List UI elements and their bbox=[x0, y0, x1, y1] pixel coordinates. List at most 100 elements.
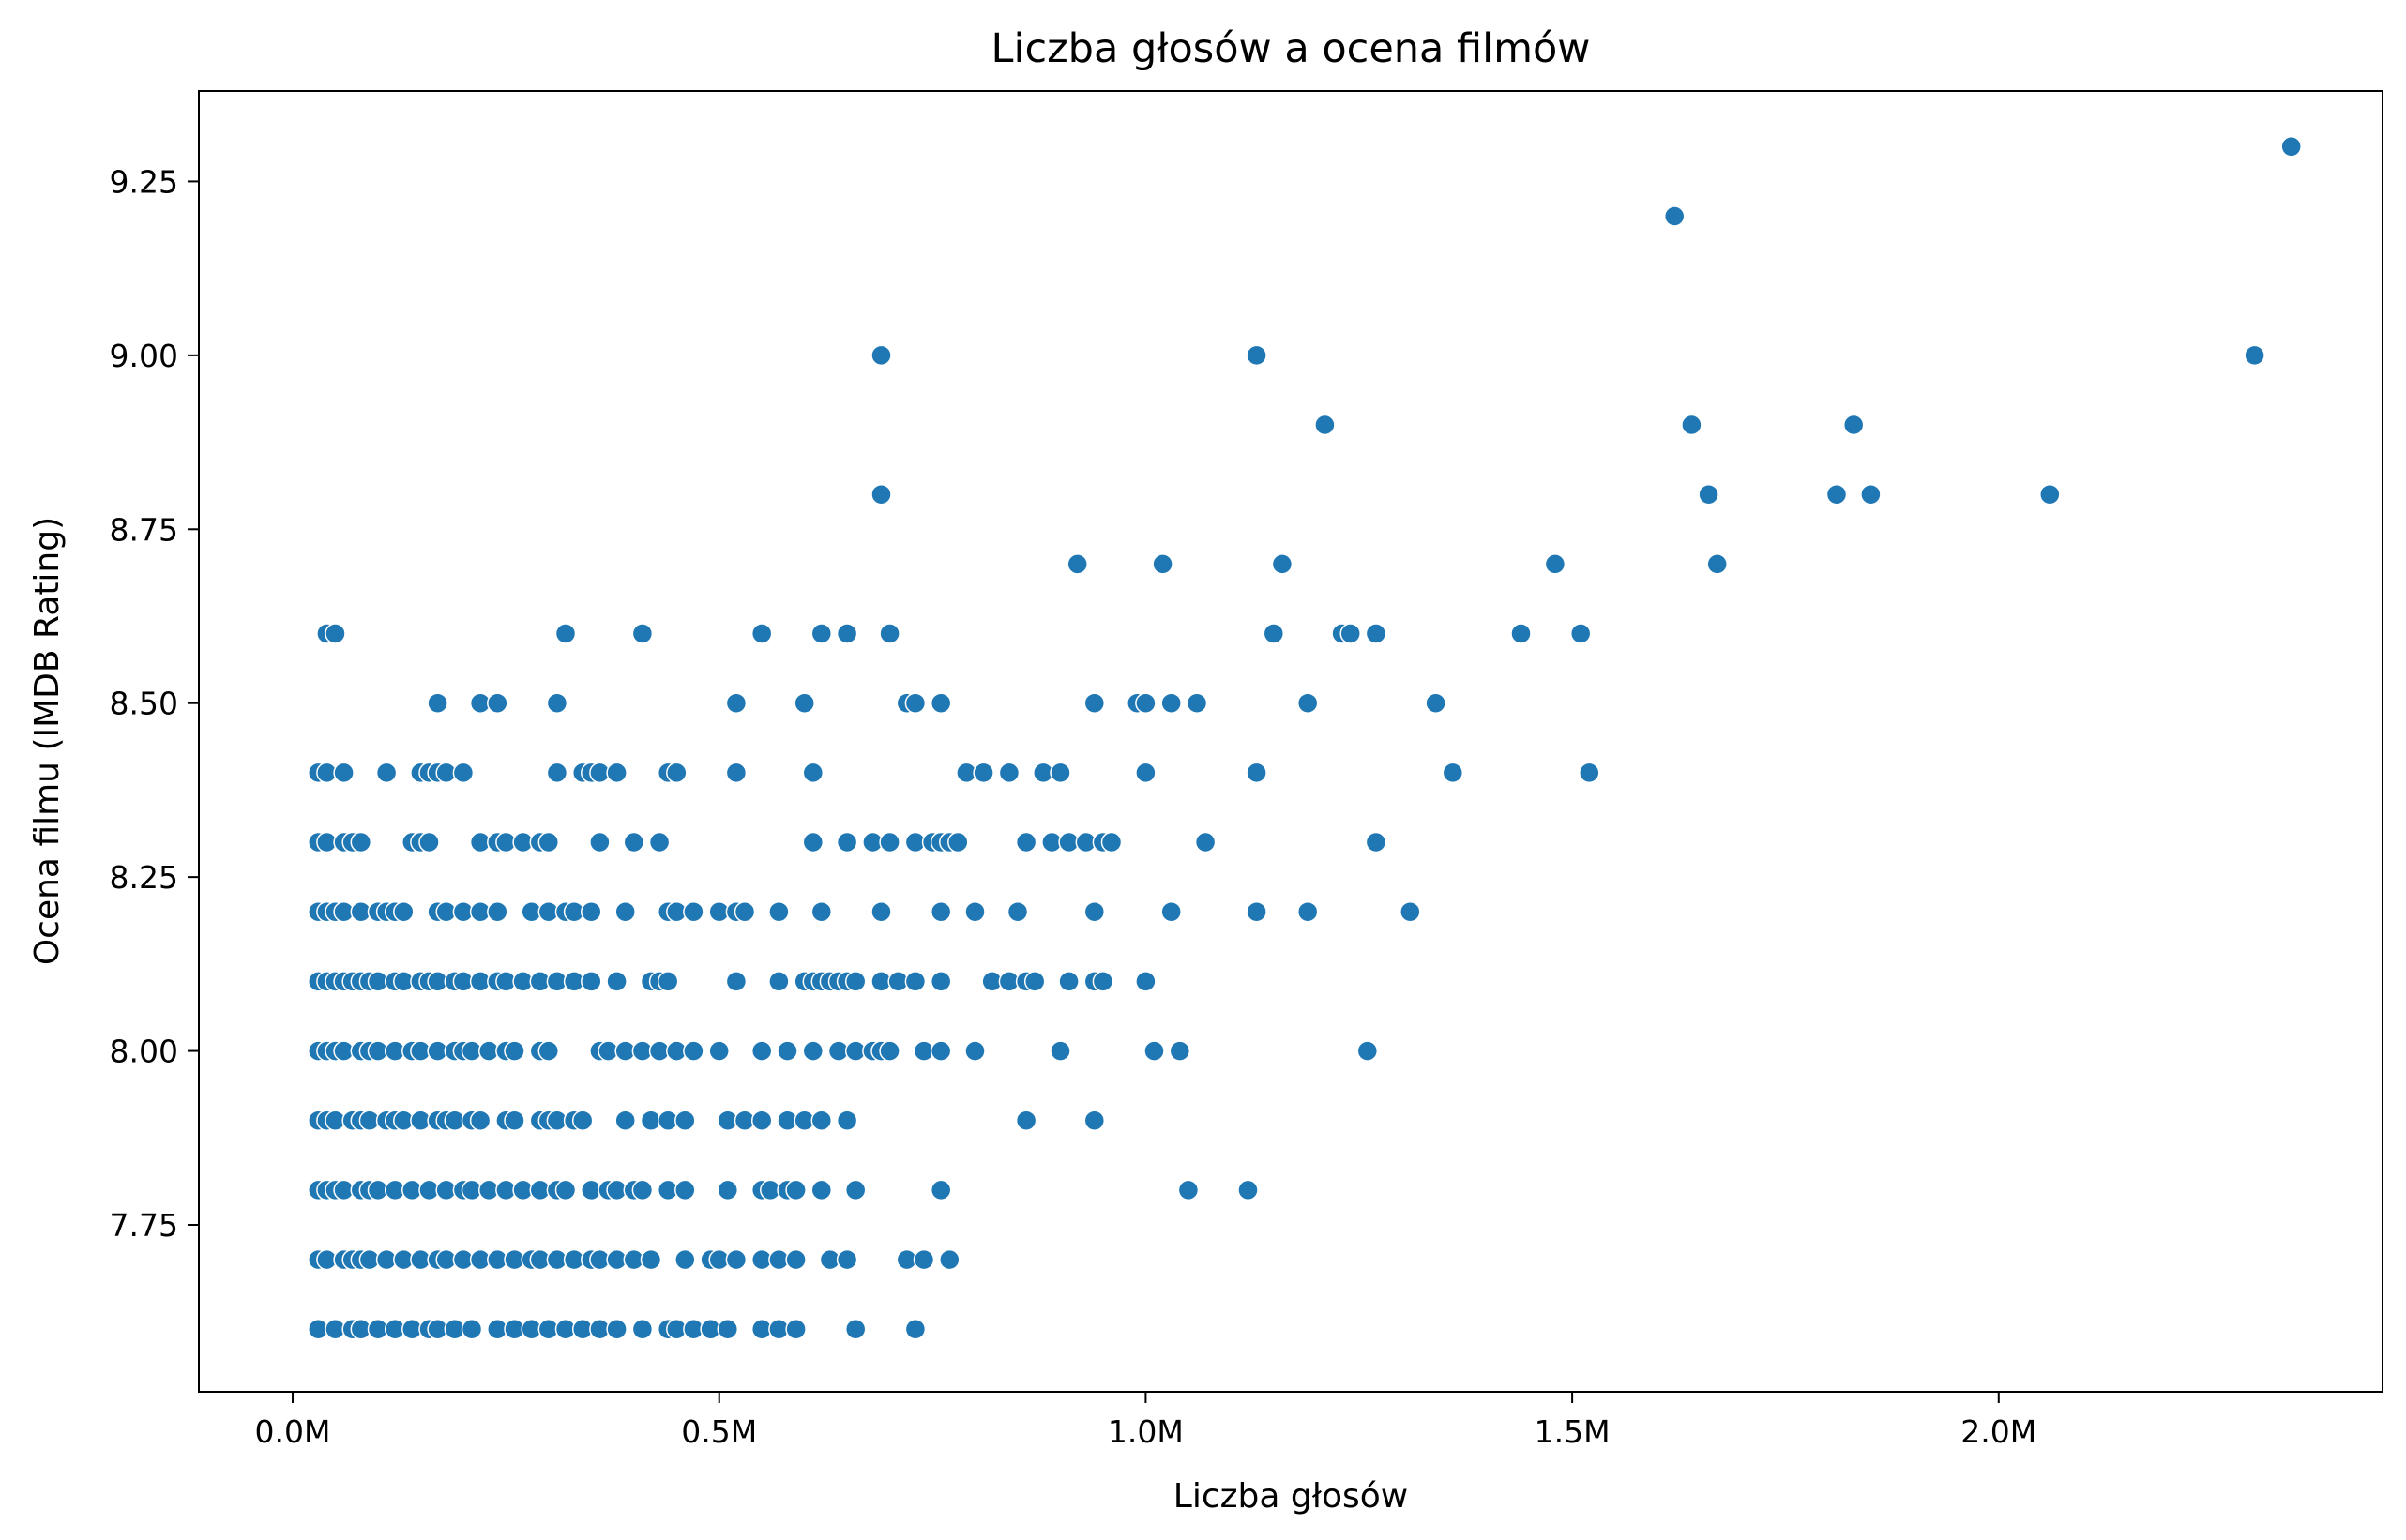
data-point bbox=[836, 831, 858, 853]
x-tick-label: 2.0M bbox=[1960, 1413, 2036, 1450]
data-point bbox=[802, 831, 825, 853]
data-point bbox=[1023, 971, 1046, 992]
data-point bbox=[554, 623, 577, 644]
data-point bbox=[1015, 831, 1037, 853]
data-point bbox=[1246, 344, 1267, 367]
data-point bbox=[537, 1040, 560, 1062]
data-point bbox=[452, 762, 475, 784]
data-point bbox=[870, 483, 892, 506]
y-tick-label: 8.50 bbox=[110, 686, 178, 722]
data-point bbox=[1706, 553, 1728, 575]
data-point bbox=[1296, 900, 1319, 923]
data-point bbox=[631, 623, 654, 644]
data-point bbox=[674, 1248, 696, 1271]
data-point bbox=[802, 762, 825, 784]
data-point bbox=[1425, 692, 1446, 714]
data-point bbox=[930, 1040, 952, 1062]
data-point bbox=[947, 831, 969, 853]
data-point bbox=[427, 692, 448, 714]
data-point bbox=[589, 831, 611, 853]
data-point bbox=[325, 623, 346, 644]
data-point bbox=[1400, 900, 1421, 923]
data-point bbox=[1169, 1040, 1191, 1062]
data-point bbox=[964, 900, 986, 923]
data-point bbox=[418, 831, 440, 853]
data-point bbox=[546, 692, 568, 714]
data-point bbox=[913, 1248, 935, 1271]
data-point bbox=[1681, 414, 1702, 436]
data-point bbox=[1058, 971, 1080, 992]
data-point bbox=[836, 1248, 858, 1271]
y-axis-label: Ocena filmu (IMDB Rating) bbox=[28, 517, 67, 965]
data-point bbox=[631, 1318, 654, 1340]
data-point bbox=[581, 971, 602, 992]
data-point bbox=[1365, 831, 1387, 853]
data-point bbox=[785, 1318, 807, 1340]
data-point bbox=[657, 971, 679, 992]
data-point bbox=[375, 762, 398, 784]
data-point bbox=[725, 1248, 748, 1271]
data-point bbox=[998, 762, 1021, 784]
data-point bbox=[930, 692, 952, 714]
data-point bbox=[1569, 623, 1592, 644]
data-point bbox=[1135, 762, 1157, 784]
data-point bbox=[1083, 692, 1106, 714]
data-point bbox=[1544, 553, 1566, 575]
data-point bbox=[504, 1110, 525, 1131]
data-point bbox=[546, 762, 568, 784]
data-point bbox=[1135, 971, 1157, 992]
data-point bbox=[606, 762, 628, 784]
data-point bbox=[1246, 900, 1267, 923]
plot-frame bbox=[198, 90, 2383, 1393]
data-point bbox=[768, 971, 790, 992]
data-point bbox=[461, 1318, 483, 1340]
data-point bbox=[879, 831, 900, 853]
data-point bbox=[844, 1179, 867, 1201]
data-point bbox=[879, 1040, 900, 1062]
data-point bbox=[1152, 553, 1173, 575]
data-point bbox=[930, 1179, 952, 1201]
data-point bbox=[683, 1040, 704, 1062]
data-point bbox=[964, 1040, 986, 1062]
data-point bbox=[606, 1318, 628, 1340]
data-point bbox=[1100, 831, 1123, 853]
data-point bbox=[683, 900, 704, 923]
data-point bbox=[810, 623, 833, 644]
data-point bbox=[768, 900, 790, 923]
data-point bbox=[844, 1318, 867, 1340]
data-point bbox=[537, 831, 560, 853]
data-point bbox=[393, 900, 415, 923]
data-point bbox=[1860, 483, 1882, 506]
data-point bbox=[487, 692, 508, 714]
data-point bbox=[750, 623, 773, 644]
points-layer bbox=[308, 136, 2302, 1340]
data-point bbox=[504, 1040, 525, 1062]
data-point bbox=[1015, 1110, 1037, 1131]
data-point bbox=[750, 1110, 773, 1131]
data-point bbox=[904, 692, 927, 714]
x-tick-label: 1.5M bbox=[1535, 1413, 1611, 1450]
data-point bbox=[750, 1040, 773, 1062]
data-point bbox=[785, 1248, 807, 1271]
data-point bbox=[1135, 692, 1157, 714]
data-point bbox=[1083, 900, 1106, 923]
data-point bbox=[836, 623, 858, 644]
ticks-layer: 0.0M 0.5M 1.0M 1.5M 2.0M 7.75 8.00 8.25 8.50 8.75… bbox=[110, 163, 2037, 1450]
data-point bbox=[870, 900, 892, 923]
data-point bbox=[1271, 553, 1294, 575]
data-point bbox=[1825, 483, 1848, 506]
data-point bbox=[1160, 692, 1182, 714]
data-point bbox=[1050, 1040, 1071, 1062]
data-point bbox=[1143, 1040, 1165, 1062]
data-point bbox=[836, 1110, 858, 1131]
y-tick-label: 8.25 bbox=[110, 859, 178, 896]
data-point bbox=[469, 1110, 492, 1131]
data-point bbox=[1083, 1110, 1106, 1131]
data-point bbox=[939, 1248, 961, 1271]
data-point bbox=[717, 1318, 739, 1340]
data-point bbox=[844, 971, 867, 992]
data-point bbox=[350, 831, 372, 853]
data-point bbox=[640, 1248, 662, 1271]
